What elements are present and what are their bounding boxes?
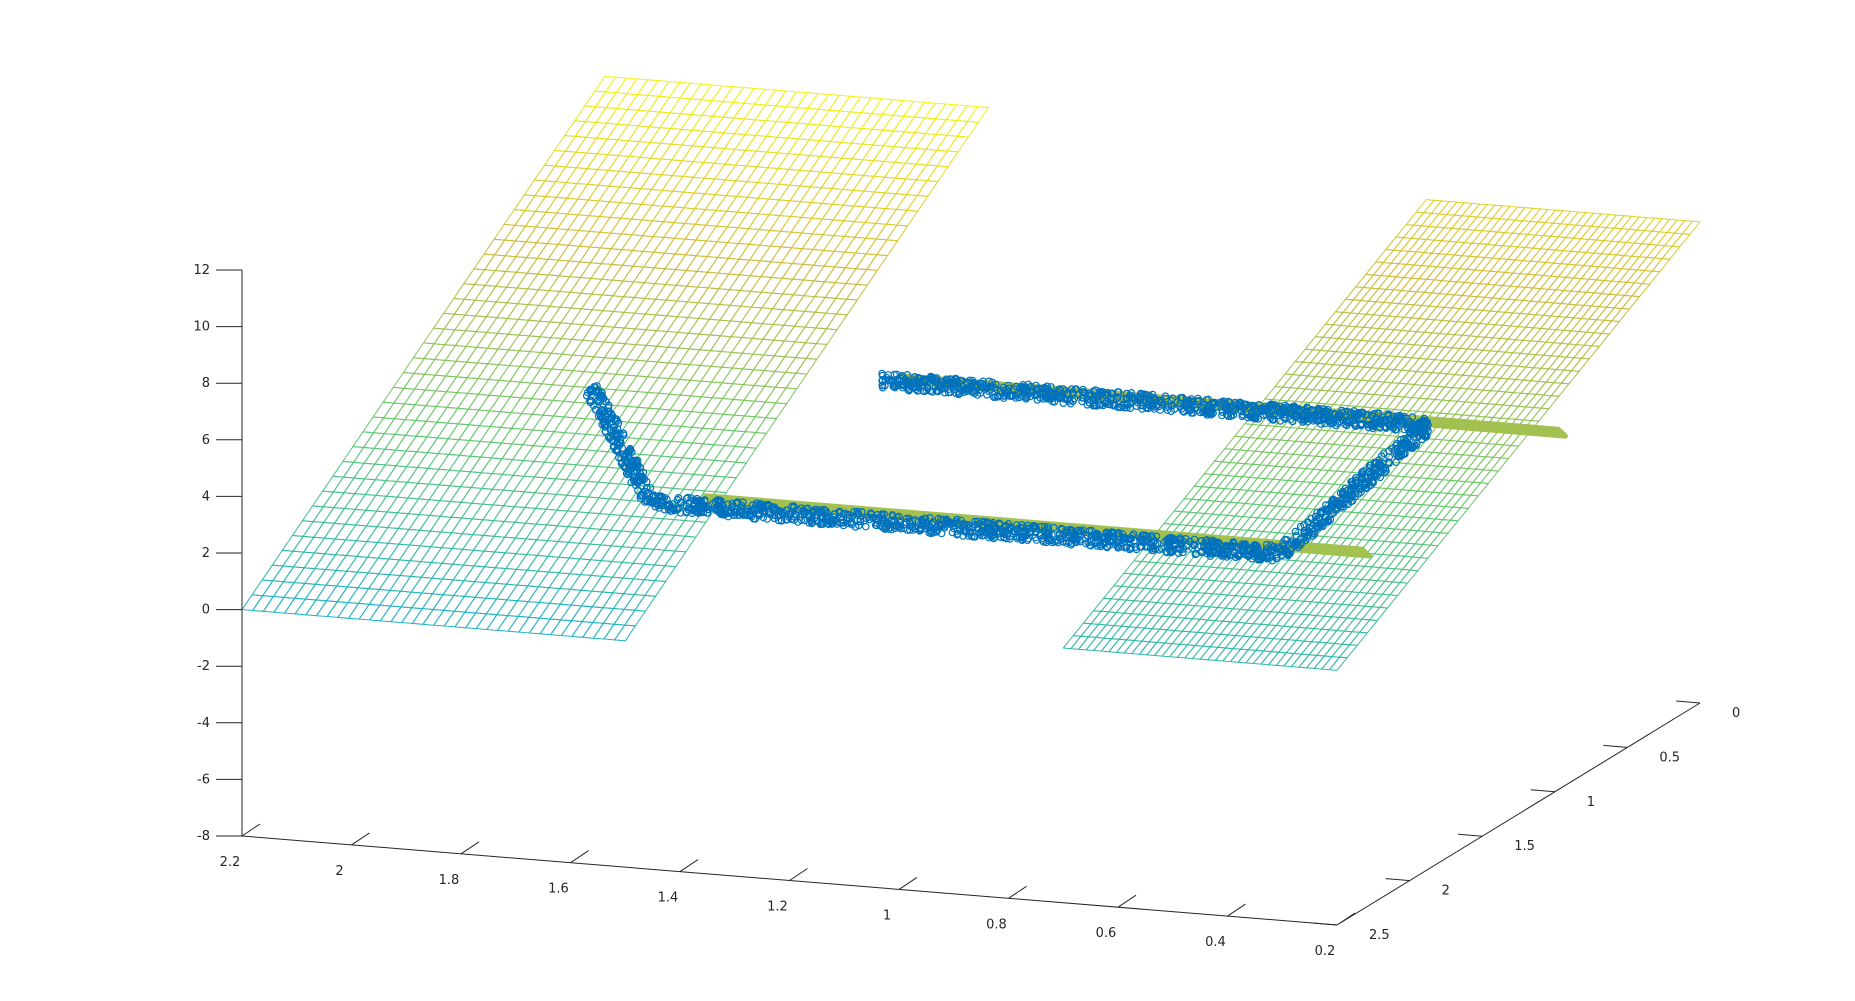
scatter-point [763,515,772,523]
surface-layer [241,75,1701,671]
mesh-plane-1 [241,75,990,642]
mesh-plane-2 [1062,199,1701,671]
scatter-point [861,522,870,531]
